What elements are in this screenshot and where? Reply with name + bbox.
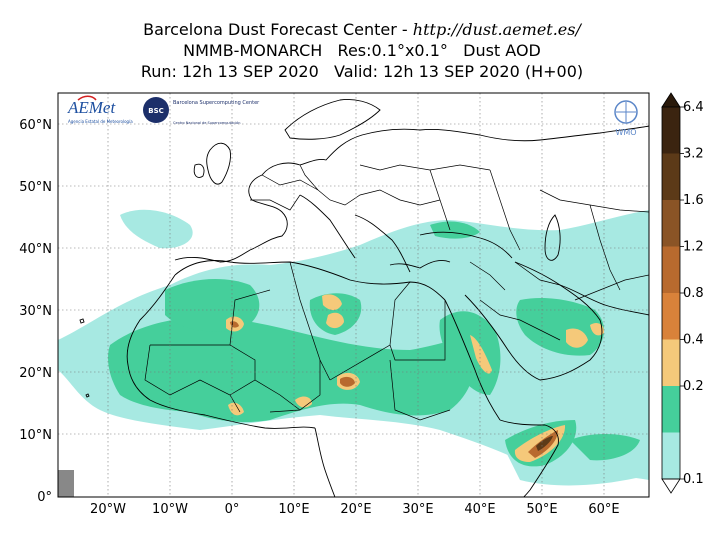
colorbar-label: 1.2 (683, 240, 704, 255)
bsc-logo: BSC Barcelona Supercomputing Center Cent… (143, 97, 260, 125)
lon-tick-label: 60°E (588, 502, 619, 517)
lon-tick-label: 40°E (464, 502, 495, 517)
lon-tick-label: 50°E (526, 502, 557, 517)
title-url: http://dust.aemet.es/ (412, 20, 581, 39)
dust-aod-0.2-layer (108, 221, 640, 467)
aemet-logo-text: AEMet (67, 98, 116, 117)
wmo-globe-icon (614, 100, 638, 124)
title-line-2: NMMB-MONARCH Res:0.1°x0.1° Dust AOD (183, 41, 541, 60)
lat-tick-label: 60°N (19, 118, 52, 133)
colorbar-label: 0.1 (683, 472, 704, 487)
colorbar-label: 3.2 (683, 147, 704, 162)
colorbar-label: 0.4 (683, 333, 704, 348)
colorbar-label: 0.8 (683, 286, 704, 301)
bsc-logo-text: Barcelona Supercomputing Center (173, 100, 260, 106)
lon-axis: 20°W 10°W 0° 10°E 20°E 30°E 40°E 50°E 60… (90, 502, 620, 517)
wmo-logo-text: WMO (615, 128, 636, 137)
aemet-arc-icon (77, 95, 97, 101)
coastlines (79, 99, 649, 497)
bsc-logo-mark: BSC (148, 107, 164, 115)
colorbar-segment (662, 107, 680, 154)
map-frame (57, 92, 650, 498)
lon-tick-label: 0° (225, 502, 240, 517)
lat-tick-label: 40°N (19, 242, 52, 257)
lon-tick-label: 30°E (402, 502, 433, 517)
colorbar-segment (662, 432, 680, 479)
colorbar-segment (662, 339, 680, 386)
colorbar-segment (662, 200, 680, 247)
aemet-logo: AEMet Agencia Estatal de Meteorología (67, 95, 133, 124)
dust-aod-1.6-layer (536, 436, 553, 451)
colorbar-segment (662, 153, 680, 200)
title-prefix: Barcelona Dust Forecast Center - (143, 20, 413, 39)
lat-tick-label: 20°N (19, 366, 52, 381)
bsc-logo-subtext: Centro Nacional de Supercomputación (173, 121, 240, 125)
lat-axis: 60°N 50°N 40°N 30°N 20°N 10°N 0° (19, 118, 52, 505)
lat-tick-label: 0° (37, 490, 52, 505)
lat-tick-label: 10°N (19, 428, 52, 443)
colorbar-segment (662, 246, 680, 293)
colorbar-segment (662, 293, 680, 340)
lat-tick-label: 50°N (19, 180, 52, 195)
bsc-circle-icon (143, 97, 169, 123)
lon-tick-label: 20°W (90, 502, 126, 517)
lon-tick-label: 10°E (278, 502, 309, 517)
lat-tick-label: 30°N (19, 304, 52, 319)
lon-tick-label: 20°E (340, 502, 371, 517)
colorbar-segment (662, 386, 680, 433)
wmo-cross-icon (616, 102, 636, 122)
title-line-1: Barcelona Dust Forecast Center - http://… (0, 20, 724, 40)
colorbar-label: 0.2 (683, 379, 704, 394)
title-line-3: Run: 12h 13 SEP 2020 Valid: 12h 13 SEP 2… (140, 62, 584, 81)
colorbar: 6.4 3.2 1.6 1.2 0.8 0.4 0.2 0.1 (661, 92, 704, 494)
country-borders (144, 164, 649, 421)
wmo-logo: WMO (614, 100, 638, 137)
lon-tick-label: 10°W (152, 502, 188, 517)
missing-data-patch (58, 470, 74, 497)
colorbar-label: 6.4 (683, 100, 704, 115)
graticule (58, 93, 649, 497)
colorbar-extend-bottom (661, 478, 681, 494)
aemet-logo-subtext: Agencia Estatal de Meteorología (68, 119, 133, 124)
colorbar-label: 1.6 (683, 193, 704, 208)
colorbar-extend-top (661, 92, 681, 108)
